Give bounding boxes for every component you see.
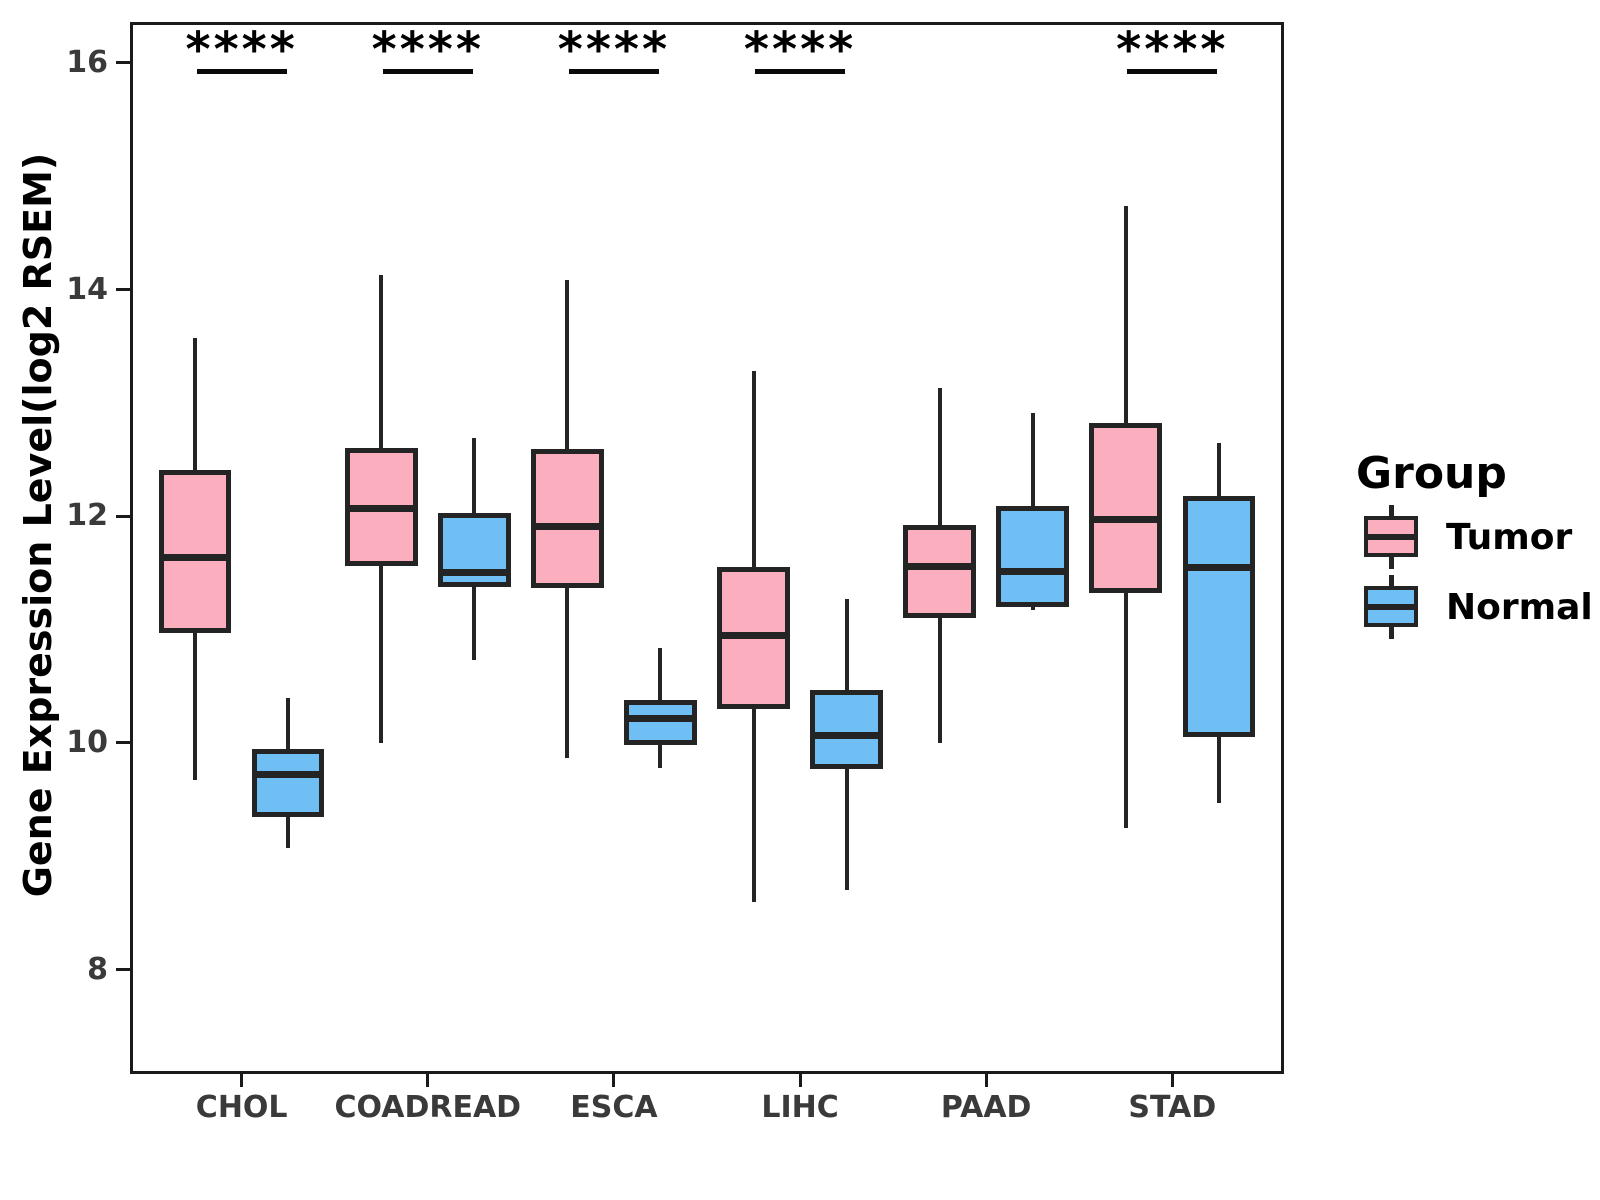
box-tumor-STAD [1089,423,1163,594]
box-tumor-CHOL [158,469,232,633]
y-tick-mark [116,61,130,65]
box-normal-STAD [1182,495,1256,738]
median-normal-STAD [1182,563,1256,571]
median-tumor-ESCA [531,522,604,530]
significance-stars-ESCA: **** [557,22,671,78]
x-tick-label: CHOL [195,1090,288,1125]
median-normal-LIHC [810,731,883,739]
legend-label-tumor: Tumor [1446,516,1573,558]
significance-bar-CHOL [196,69,287,74]
y-tick-mark [116,968,130,972]
box-normal-LIHC [810,689,883,770]
legend-entry-normal: Normal [1364,574,1593,640]
box-tumor-ESCA [531,449,604,588]
significance-stars-COADREAD: **** [371,22,484,78]
median-tumor-STAD [1089,516,1163,524]
x-tick-mark [1170,1074,1174,1087]
x-tick-mark [798,1074,802,1087]
significance-bar-STAD [1127,69,1218,74]
legend-entry-tumor: Tumor [1364,504,1572,570]
y-tick-label: 8 [87,951,108,987]
y-tick-label: 10 [66,724,108,760]
x-tick-label: STAD [1128,1090,1217,1125]
median-normal-COADREAD [438,569,511,577]
median-tumor-PAAD [903,562,976,570]
x-tick-mark [612,1074,616,1087]
significance-stars-LIHC: **** [743,22,857,78]
box-normal-CHOL [251,748,325,817]
legend-title: Group [1356,448,1507,499]
legend-label-normal: Normal [1446,586,1593,628]
x-tick-label: ESCA [570,1090,658,1125]
median-normal-ESCA [624,714,697,722]
median-tumor-CHOL [158,553,232,561]
significance-bar-LIHC [755,69,846,74]
y-tick-label: 16 [66,44,108,80]
significance-bar-COADREAD [382,69,473,74]
median-normal-PAAD [996,568,1069,576]
x-tick-label: COADREAD [334,1090,522,1125]
box-tumor-PAAD [903,525,976,619]
significance-bar-ESCA [568,69,659,74]
median-tumor-LIHC [717,631,790,639]
box-normal-ESCA [624,699,697,746]
significance-stars-CHOL: **** [185,22,298,78]
median-normal-CHOL [251,771,325,779]
median-tumor-COADREAD [344,504,418,512]
y-tick-mark [116,288,130,292]
y-tick-label: 12 [66,498,108,534]
x-tick-mark [984,1074,988,1087]
box-normal-PAAD [996,506,1069,607]
legend-boxplot-glyph-normal [1364,575,1418,639]
x-tick-mark [426,1074,430,1087]
y-tick-label: 14 [66,271,108,307]
y-tick-mark [116,514,130,518]
legend-boxplot-glyph-tumor [1364,505,1418,569]
y-tick-mark [116,741,130,745]
x-tick-label: LIHC [761,1090,839,1125]
x-tick-mark [240,1074,244,1087]
significance-stars-STAD: **** [1116,22,1229,78]
x-tick-label: PAAD [940,1090,1032,1125]
